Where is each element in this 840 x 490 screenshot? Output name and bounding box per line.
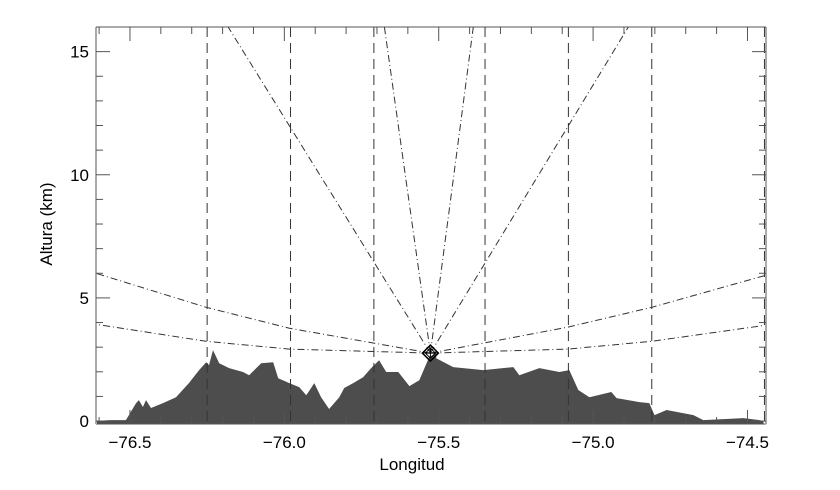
x-tick-label: −75.0	[572, 433, 615, 452]
beam-line	[383, 26, 431, 354]
x-tick-label: −75.5	[417, 433, 460, 452]
y-tick-label: 15	[70, 43, 89, 62]
x-axis-title: Longitud	[379, 455, 444, 474]
lines-layer	[95, 26, 767, 424]
radar-diamond-outer	[421, 344, 440, 363]
beam-line	[430, 324, 767, 354]
beam-line	[227, 26, 431, 354]
ticks	[96, 26, 766, 424]
plot-frame	[95, 26, 767, 425]
y-tick-label: 0	[80, 412, 89, 431]
beam-line	[430, 274, 767, 354]
terrain-layer	[96, 350, 764, 424]
x-tick-label: −76.5	[108, 433, 151, 452]
radar-marker	[421, 344, 440, 363]
beam-line	[429, 26, 629, 354]
x-tick-label: −76.0	[263, 433, 306, 452]
beam-line	[95, 272, 431, 354]
y-tick-label: 5	[80, 289, 89, 308]
y-tick-labels: 0 5 10 15	[70, 43, 89, 431]
terrain-profile	[96, 350, 764, 424]
y-tick-label: 10	[70, 166, 89, 185]
y-axis-title: Altura (km)	[37, 182, 56, 265]
beam-line	[429, 26, 474, 354]
x-tick-label: −74.5	[726, 433, 769, 452]
x-tick-labels: −76.5 −76.0 −75.5 −75.0 −74.5	[108, 433, 769, 452]
radar-diamond-inner	[424, 347, 437, 359]
beam-line	[95, 323, 431, 354]
